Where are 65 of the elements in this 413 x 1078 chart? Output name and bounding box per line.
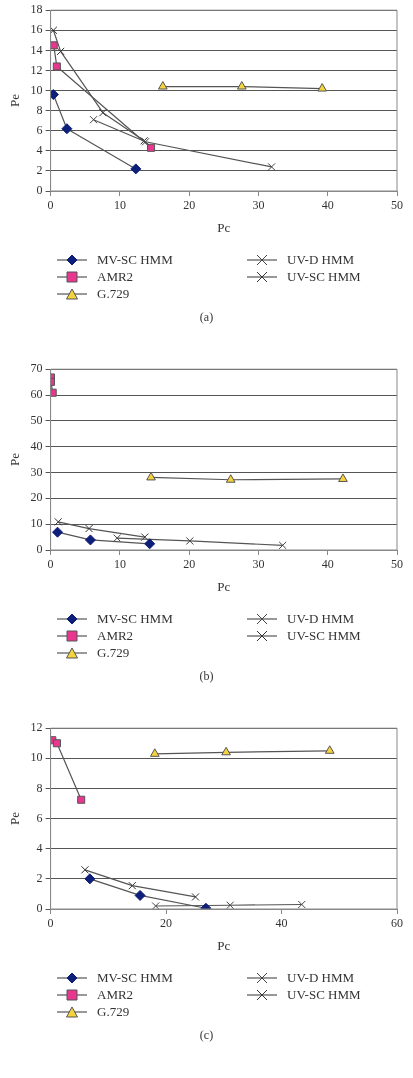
y-tick-label: 6 (36, 122, 43, 137)
y-tick-label: 8 (36, 780, 43, 795)
y-tick-label: 50 (30, 413, 43, 428)
y-tick-label: 2 (36, 163, 43, 178)
y-tick-label: 70 (30, 361, 43, 376)
legend-label: MV-SC HMM (97, 611, 173, 627)
y-tick-label: 4 (36, 840, 43, 855)
x-tick-label: 50 (391, 198, 403, 213)
legend-label: MV-SC HMM (97, 970, 173, 986)
x-tick-label: 50 (391, 557, 403, 572)
y-tick-label: 40 (30, 438, 43, 453)
x-tick-label: 20 (160, 916, 173, 931)
legend-label: AMR2 (97, 269, 134, 285)
legend-label: UV-D HMM (287, 252, 355, 268)
x-tick-label: 40 (321, 557, 334, 572)
x-tick-label: 10 (113, 198, 126, 213)
legend-label: G.729 (97, 645, 130, 661)
x-axis-title: Pc (217, 219, 231, 235)
x-tick-label: 0 (47, 916, 54, 931)
y-tick-label: 10 (30, 750, 43, 765)
y-tick-label: 30 (30, 464, 43, 479)
x-tick-label: 20 (183, 557, 196, 572)
y-tick-label: 10 (30, 82, 43, 97)
y-tick-label: 16 (30, 22, 43, 37)
y-tick-label: 4 (36, 142, 43, 157)
x-tick-label: 30 (252, 198, 265, 213)
y-tick-label: 60 (30, 387, 43, 402)
legend-label: G.729 (97, 286, 130, 302)
x-tick-label: 30 (252, 557, 265, 572)
x-axis-title: Pc (217, 578, 231, 594)
y-tick-label: 18 (30, 2, 43, 17)
legend-label: UV-SC HMM (287, 987, 361, 1003)
y-tick-label: 0 (36, 183, 43, 198)
x-tick-label: 10 (113, 557, 126, 572)
legend-label: UV-SC HMM (287, 269, 361, 285)
text: (b) (198, 669, 215, 684)
text: (a) (198, 310, 215, 325)
y-tick-label: 0 (36, 901, 43, 916)
x-tick-label: 40 (275, 916, 288, 931)
legend-label: UV-D HMM (287, 611, 355, 627)
y-axis-title: Pe (7, 93, 23, 108)
legend-label: UV-D HMM (287, 970, 355, 986)
legend-label: MV-SC HMM (97, 252, 173, 268)
y-tick-label: 10 (30, 516, 43, 531)
y-tick-label: 8 (36, 102, 43, 117)
y-tick-label: 2 (36, 871, 43, 886)
x-tick-label: 20 (183, 198, 196, 213)
y-tick-label: 14 (30, 42, 43, 57)
legend-label: G.729 (97, 1004, 130, 1020)
legend-label: UV-SC HMM (287, 628, 361, 644)
y-axis-title: Pe (7, 452, 23, 467)
y-tick-label: 12 (30, 720, 43, 735)
x-tick-label: 60 (391, 916, 403, 931)
x-tick-label: 0 (47, 557, 54, 572)
text: (c) (198, 1028, 215, 1043)
x-tick-label: 0 (47, 198, 54, 213)
y-tick-label: 6 (36, 810, 43, 825)
y-axis-title: Pe (7, 811, 23, 826)
legend-label: AMR2 (97, 987, 134, 1003)
y-tick-label: 0 (36, 542, 43, 557)
x-axis-title: Pc (217, 937, 231, 953)
legend-label: AMR2 (97, 628, 134, 644)
x-tick-label: 40 (321, 198, 334, 213)
y-tick-label: 12 (30, 62, 43, 77)
y-tick-label: 20 (30, 490, 43, 505)
